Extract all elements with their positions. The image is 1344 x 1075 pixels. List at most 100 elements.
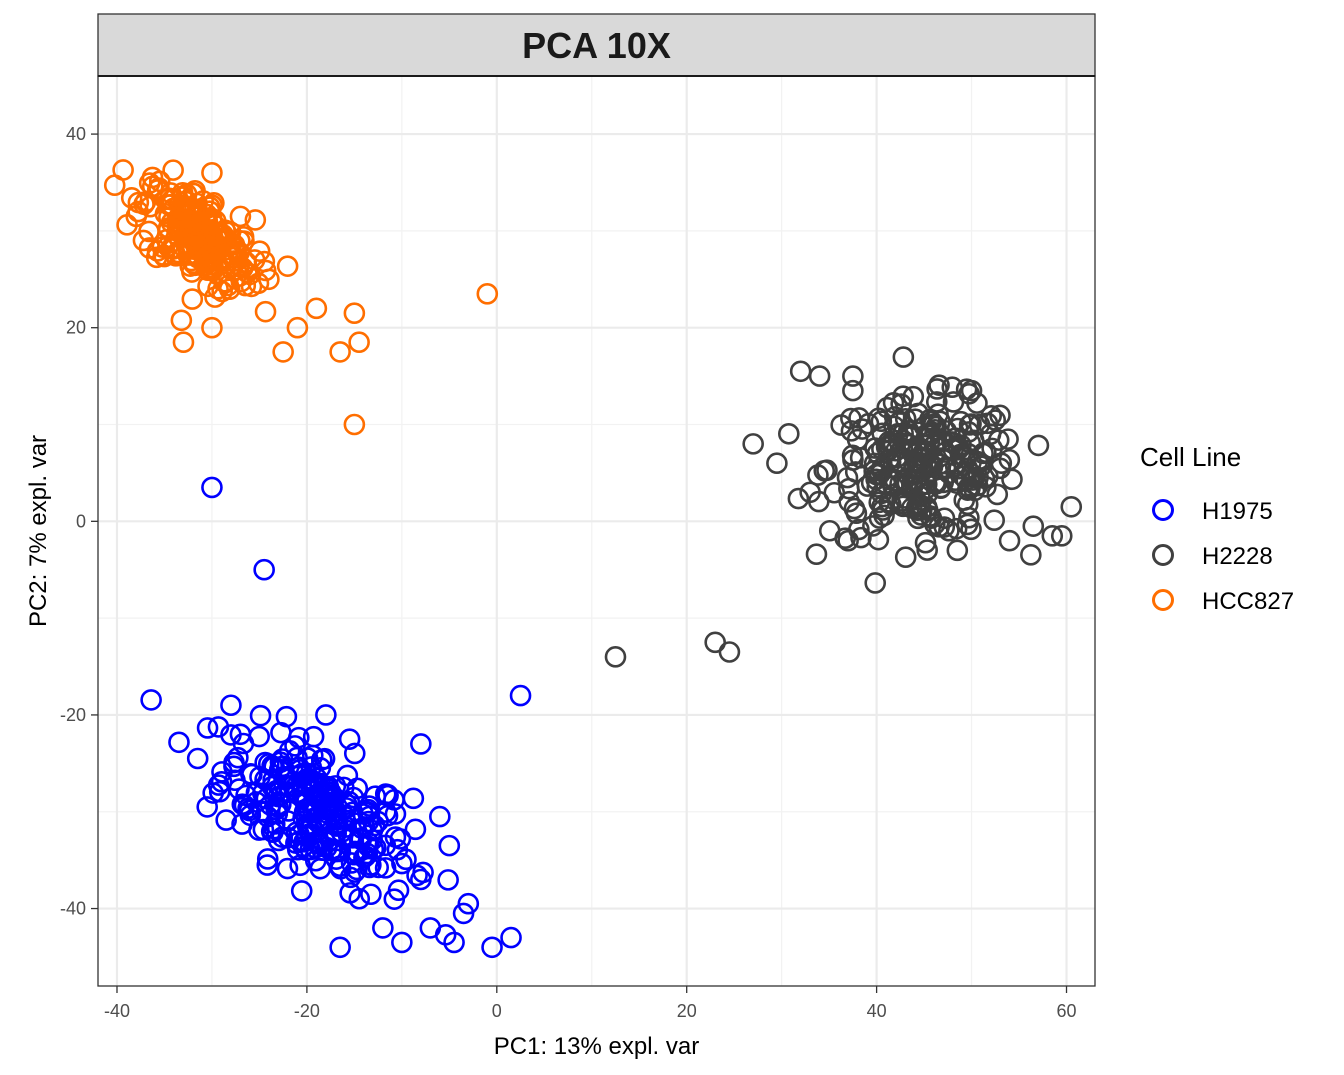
- point-h2228: [956, 493, 979, 516]
- x-tick-label: 20: [677, 1001, 697, 1021]
- point-hcc827: [112, 159, 134, 181]
- point-h1975: [296, 747, 319, 769]
- point-hcc827: [180, 227, 203, 250]
- point-h2228: [914, 479, 936, 501]
- point-hcc827: [173, 199, 196, 222]
- point-h1975: [252, 818, 275, 841]
- point-h1975: [325, 822, 348, 845]
- point-h1975: [500, 926, 522, 949]
- point-hcc827: [160, 193, 183, 216]
- point-h2228: [871, 495, 893, 518]
- point-hcc827: [184, 198, 206, 220]
- point-h2228: [933, 507, 956, 530]
- point-h2228: [1050, 525, 1073, 547]
- point-h2228: [787, 487, 810, 510]
- point-h2228: [914, 440, 937, 463]
- point-h1975: [223, 751, 245, 774]
- point-h2228: [960, 518, 982, 541]
- point-h2228: [938, 519, 960, 542]
- point-h2228: [842, 365, 864, 387]
- point-h2228: [913, 442, 935, 464]
- point-h1975: [256, 854, 279, 876]
- point-hcc827: [276, 255, 299, 277]
- data-points: [103, 159, 1083, 959]
- point-hcc827: [343, 413, 366, 436]
- point-hcc827: [201, 316, 223, 339]
- point-h1975: [509, 684, 532, 707]
- point-h2228: [830, 414, 852, 436]
- point-hcc827: [186, 200, 209, 223]
- point-h2228: [873, 504, 895, 527]
- y-axis-title: PC2: 7% expl. var: [25, 435, 52, 627]
- point-hcc827: [204, 231, 227, 254]
- point-hcc827: [116, 214, 138, 236]
- point-h2228: [880, 431, 903, 454]
- y-tick-label: 20: [66, 318, 86, 338]
- point-h2228: [892, 346, 915, 368]
- point-h1975: [326, 807, 349, 829]
- point-h1975: [256, 848, 279, 870]
- point-h1975: [404, 818, 427, 841]
- point-hcc827: [157, 235, 179, 258]
- y-tick-label: -40: [60, 899, 86, 919]
- point-h1975: [220, 694, 242, 717]
- point-h1975: [249, 704, 272, 727]
- point-h2228: [845, 502, 868, 524]
- point-h2228: [884, 470, 907, 492]
- point-hcc827: [254, 259, 277, 282]
- point-h1975: [360, 883, 382, 906]
- point-h2228: [902, 385, 925, 408]
- point-h1975: [410, 733, 432, 755]
- point-hcc827: [133, 193, 155, 216]
- point-hcc827: [157, 218, 180, 241]
- point-h1975: [402, 787, 425, 810]
- point-h2228: [953, 489, 976, 511]
- point-h1975: [348, 887, 371, 910]
- point-h1975: [313, 747, 336, 770]
- point-h1975: [264, 782, 287, 804]
- point-h2228: [976, 412, 999, 435]
- point-h1975: [210, 771, 233, 793]
- point-h2228: [864, 572, 887, 594]
- point-hcc827: [201, 162, 223, 184]
- point-h1975: [284, 735, 306, 757]
- point-h2228: [868, 491, 891, 514]
- point-h2228: [1060, 495, 1083, 518]
- point-h2228: [942, 391, 965, 413]
- point-h2228: [604, 646, 627, 668]
- point-hcc827: [170, 309, 193, 332]
- point-h1975: [332, 776, 355, 799]
- point-h1975: [356, 842, 379, 865]
- point-h1975: [338, 728, 361, 750]
- point-h2228: [973, 467, 996, 489]
- point-h1975: [384, 826, 407, 848]
- point-h2228: [932, 471, 955, 494]
- point-h1975: [268, 759, 291, 782]
- point-hcc827: [181, 288, 204, 310]
- point-h2228: [927, 403, 949, 425]
- point-h2228: [840, 420, 863, 442]
- point-h1975: [360, 854, 382, 876]
- point-h2228: [941, 376, 964, 399]
- point-h1975: [374, 857, 397, 879]
- point-h1975: [208, 780, 231, 803]
- point-h2228: [898, 423, 921, 445]
- point-h2228: [1020, 544, 1042, 566]
- point-h1975: [437, 869, 459, 891]
- point-h1975: [391, 931, 413, 954]
- y-tick-label: 40: [66, 124, 86, 144]
- point-h1975: [196, 717, 219, 739]
- point-hcc827: [145, 246, 168, 269]
- point-hcc827: [286, 316, 309, 339]
- point-h1975: [434, 923, 457, 946]
- point-h2228: [969, 451, 991, 474]
- point-h2228: [981, 437, 1003, 460]
- point-h2228: [986, 483, 1009, 506]
- point-hcc827: [329, 341, 351, 363]
- point-h2228: [948, 457, 971, 480]
- point-h1975: [346, 858, 368, 881]
- point-h1975: [296, 789, 318, 812]
- point-h1975: [295, 768, 318, 790]
- point-h1975: [319, 829, 341, 851]
- point-h1975: [215, 809, 237, 831]
